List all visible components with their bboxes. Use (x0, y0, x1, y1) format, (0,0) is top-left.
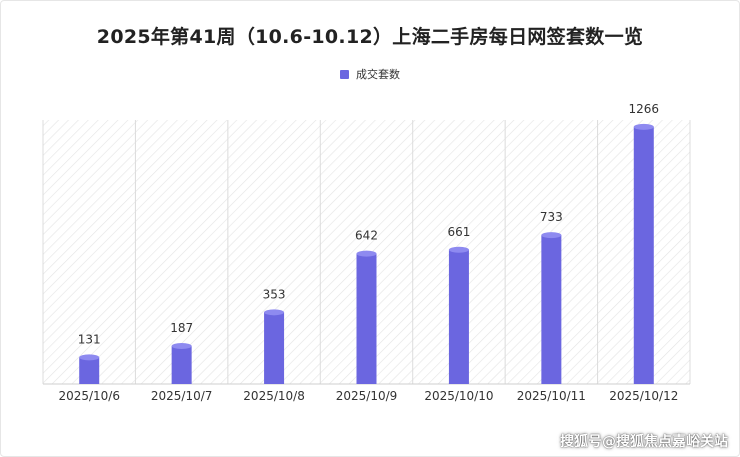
x-tick-label: 2025/10/8 (243, 389, 305, 403)
bar-cap (541, 232, 562, 239)
bar (541, 232, 562, 384)
watermark: 搜狐号@搜狐焦点嘉峪关站 (560, 434, 728, 450)
bar (171, 343, 192, 384)
x-tick-label: 2025/10/11 (517, 389, 586, 403)
bar (264, 309, 285, 384)
bar-cap (171, 343, 192, 350)
bar-cap (448, 246, 469, 253)
bar-cap (79, 354, 100, 361)
bar-body (79, 357, 100, 384)
x-tick-label: 2025/10/7 (151, 389, 213, 403)
bar-cap (264, 309, 285, 316)
bar-body (448, 249, 469, 384)
data-label: 1266 (629, 102, 660, 116)
data-label: 131 (78, 332, 101, 346)
data-label: 187 (170, 321, 193, 335)
legend: 成交套数 (0, 66, 740, 82)
data-label: 661 (447, 225, 470, 239)
bar (448, 246, 469, 384)
bar-body (633, 126, 654, 385)
bar (356, 250, 377, 384)
bar-body (264, 312, 285, 384)
chart-title: 2025年第41周（10.6-10.12）上海二手房每日网签套数一览 (96, 26, 644, 48)
legend-label: 成交套数 (356, 68, 400, 81)
data-label: 733 (540, 210, 563, 224)
x-tick-label: 2025/10/6 (58, 389, 120, 403)
data-label: 642 (355, 229, 378, 243)
legend-swatch (340, 69, 349, 79)
bar (79, 354, 100, 384)
bar-body (171, 346, 192, 384)
x-tick-label: 2025/10/10 (424, 389, 493, 403)
bar-cap (356, 250, 377, 257)
data-label: 353 (263, 287, 286, 301)
bar-body (541, 235, 562, 384)
x-tick-label: 2025/10/9 (336, 389, 398, 403)
bar-cap (633, 123, 654, 130)
x-tick-label: 2025/10/12 (609, 389, 678, 403)
bar (633, 123, 654, 385)
bar-body (356, 253, 377, 384)
